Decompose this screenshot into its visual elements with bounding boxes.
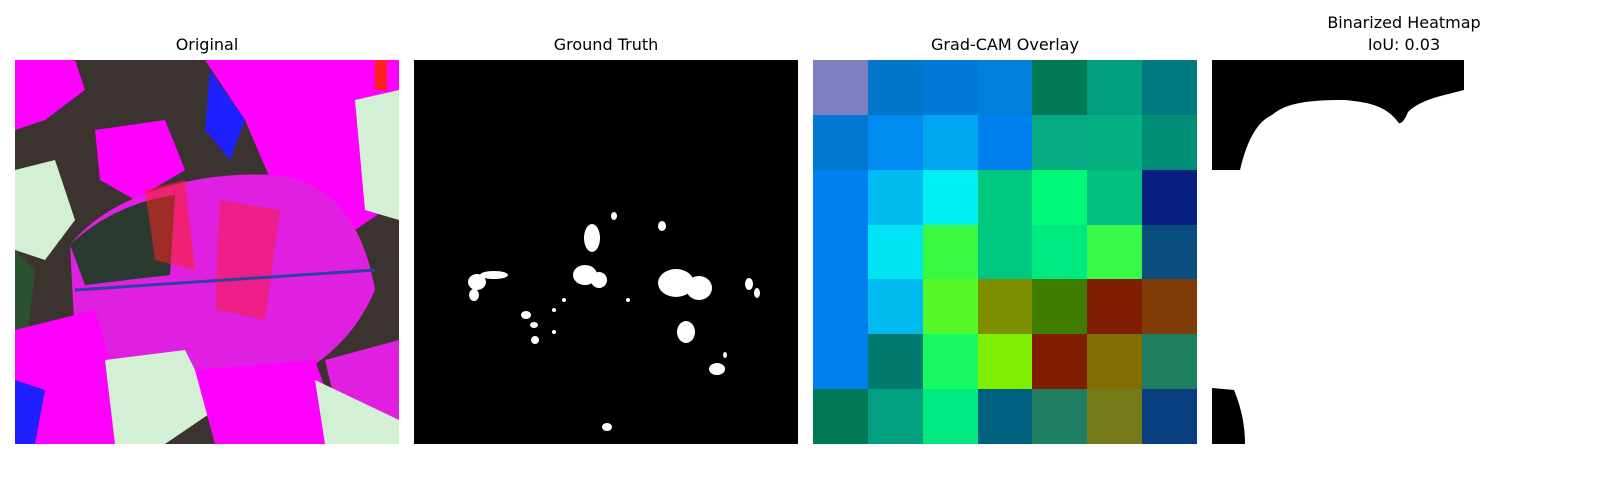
binarized-heatmap: [1212, 60, 1596, 444]
gradcam-cell: [1142, 224, 1197, 280]
gradcam-cell: [922, 224, 978, 280]
gradcam-cell: [1142, 169, 1197, 225]
gradcam-cell: [1142, 60, 1197, 115]
gradcam-cell: [867, 279, 923, 335]
gradcam-cell: [867, 60, 923, 115]
gradcam-cell: [1087, 389, 1143, 444]
gradcam-cell: [813, 334, 868, 390]
gradcam-cell: [922, 60, 978, 115]
gradcam-cell: [1087, 114, 1143, 170]
gradcam-cell: [1087, 279, 1143, 335]
gradcam-cell: [1087, 334, 1143, 390]
gradcam-cell: [922, 114, 978, 170]
gradcam-cell: [977, 224, 1033, 280]
gradcam-cell: [813, 389, 868, 444]
original-title: Original: [175, 35, 239, 54]
ground-truth-mask: [414, 60, 798, 444]
gradcam-cell: [1032, 389, 1088, 444]
gradcam-cell: [813, 114, 868, 170]
gradcam-cell: [922, 334, 978, 390]
binarized-heatmap-title: Binarized Heatmap IoU: 0.03: [1212, 12, 1596, 56]
gradcam-cell: [1142, 389, 1197, 444]
gradcam-cell: [813, 279, 868, 335]
gradcam-cell: [977, 389, 1033, 444]
gradcam-cell: [867, 169, 923, 225]
gradcam-cell: [1142, 114, 1197, 170]
gradcam-cell: [1087, 60, 1143, 115]
gradcam-cell: [1087, 169, 1143, 225]
gradcam-cell: [977, 60, 1033, 115]
gradcam-cell: [922, 169, 978, 225]
gradcam-cell: [813, 60, 868, 115]
gradcam-cell: [1032, 334, 1088, 390]
gradcam-overlay-title: Grad-CAM Overlay: [931, 35, 1079, 54]
gradcam-cell: [977, 279, 1033, 335]
gradcam-cell: [1032, 224, 1088, 280]
gradcam-cell: [813, 169, 868, 225]
gradcam-cell: [977, 114, 1033, 170]
gradcam-cell: [1142, 334, 1197, 390]
gradcam-cell: [1032, 279, 1088, 335]
gradcam-cell: [1142, 279, 1197, 335]
gradcam-cell: [977, 169, 1033, 225]
gradcam-cell: [922, 389, 978, 444]
gradcam-cell: [922, 279, 978, 335]
gradcam-cell: [1032, 169, 1088, 225]
binarized-heatmap-title-line: Binarized Heatmap: [1327, 13, 1481, 32]
gradcam-overlay-grid: [813, 60, 1197, 444]
gradcam-cell: [867, 114, 923, 170]
gradcam-cell: [1032, 60, 1088, 115]
ground-truth-title: Ground Truth: [553, 35, 659, 54]
gradcam-cell: [813, 224, 868, 280]
iou-score: IoU: 0.03: [1367, 35, 1441, 54]
gradcam-cell: [867, 224, 923, 280]
original-image: [15, 60, 399, 444]
gradcam-cell: [1087, 224, 1143, 280]
gradcam-cell: [1032, 114, 1088, 170]
gradcam-cell: [867, 389, 923, 444]
gradcam-cell: [867, 334, 923, 390]
gradcam-cell: [977, 334, 1033, 390]
